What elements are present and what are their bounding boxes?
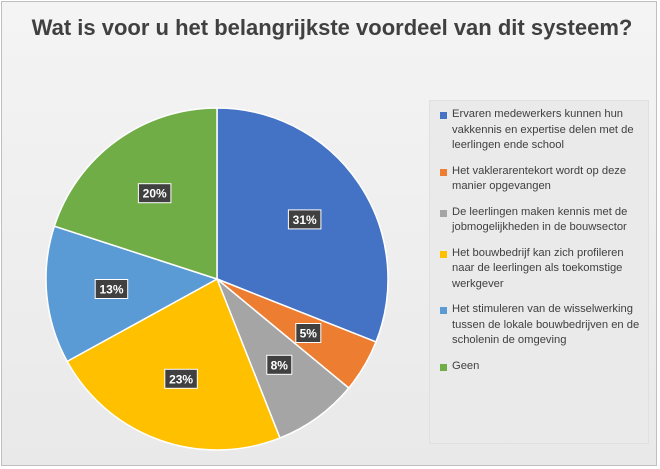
legend-item-wisselwerking: Het stimuleren van de wisselwerking tuss… bbox=[440, 302, 644, 349]
pie-slice-wisselwerking bbox=[45, 225, 219, 363]
svg-text:20%: 20% bbox=[143, 187, 167, 201]
legend-swatch bbox=[440, 209, 447, 217]
legend-swatch bbox=[440, 112, 447, 119]
legend-item-geen: Geen bbox=[440, 359, 644, 375]
legend-label: De leerlingen maken kennis met de jobmog… bbox=[452, 205, 628, 234]
legend-item-expertise-delen: Ervaren medewerkers kunnen hun vakkennis… bbox=[440, 107, 644, 154]
data-label-expertise-delen: 31% bbox=[287, 209, 322, 230]
legend-label: Het stimuleren van de wisselwerking tuss… bbox=[452, 303, 640, 346]
data-label-vaklerarentekort: 5% bbox=[295, 323, 322, 343]
legend-item-jobmogelijkheden: De leerlingen maken kennis met de jobmog… bbox=[440, 205, 644, 236]
svg-text:5%: 5% bbox=[300, 327, 318, 341]
data-label-wisselwerking: 13% bbox=[94, 279, 129, 299]
legend-label: Het vaklerarentekort wordt op deze manie… bbox=[452, 164, 627, 193]
chart-legend: Ervaren medewerkers kunnen hun vakkennis… bbox=[429, 100, 649, 444]
chart-title: Wat is voor u het belangrijkste voordeel… bbox=[31, 15, 633, 40]
svg-text:31%: 31% bbox=[293, 213, 317, 227]
svg-text:13%: 13% bbox=[99, 283, 123, 297]
data-label-werkgever: 23% bbox=[164, 368, 198, 389]
legend-item-werkgever: Het bouwbedrijf kan zich profileren naar… bbox=[440, 246, 644, 293]
svg-text:8%: 8% bbox=[271, 358, 289, 372]
legend-swatch bbox=[440, 168, 447, 176]
legend-item-vaklerarentekort: Het vaklerarentekort wordt op deze manie… bbox=[440, 164, 644, 195]
legend-label: Ervaren medewerkers kunnen hun vakkennis… bbox=[452, 108, 634, 151]
legend-label: Het bouwbedrijf kan zich profileren naar… bbox=[452, 246, 624, 290]
data-label-geen: 20% bbox=[137, 183, 172, 204]
pie-slice-werkgever bbox=[66, 277, 281, 451]
pie-slice-geen bbox=[53, 107, 218, 281]
legend-swatch bbox=[440, 250, 447, 258]
svg-text:23%: 23% bbox=[169, 372, 193, 386]
data-label-jobmogelijkheden: 8% bbox=[266, 354, 293, 375]
legend-swatch bbox=[440, 307, 447, 314]
legend-label: Geen bbox=[452, 359, 480, 372]
legend-swatch bbox=[440, 363, 447, 371]
